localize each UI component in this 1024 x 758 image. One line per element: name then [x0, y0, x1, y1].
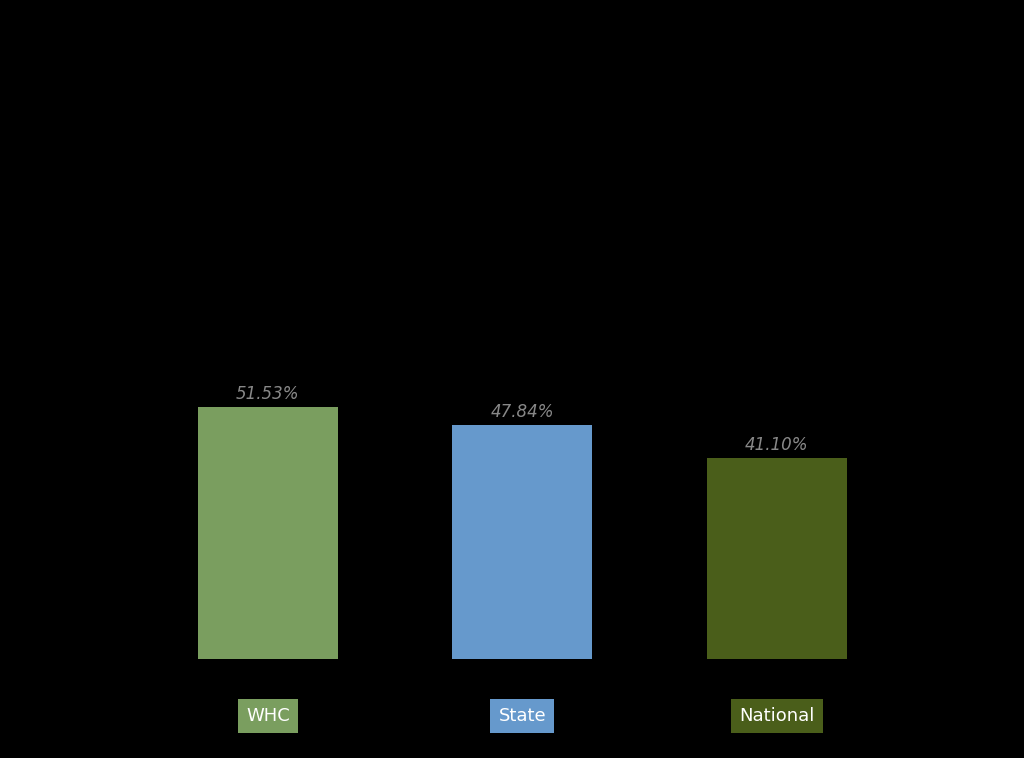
Bar [453, 425, 592, 659]
Text: 47.84%: 47.84% [490, 403, 554, 421]
Text: National: National [739, 706, 814, 725]
Text: 41.10%: 41.10% [744, 437, 808, 454]
Text: WHC: WHC [246, 706, 290, 725]
Text: 51.53%: 51.53% [237, 385, 300, 403]
Bar [707, 458, 847, 659]
Bar [198, 407, 338, 659]
Text: State: State [499, 706, 546, 725]
